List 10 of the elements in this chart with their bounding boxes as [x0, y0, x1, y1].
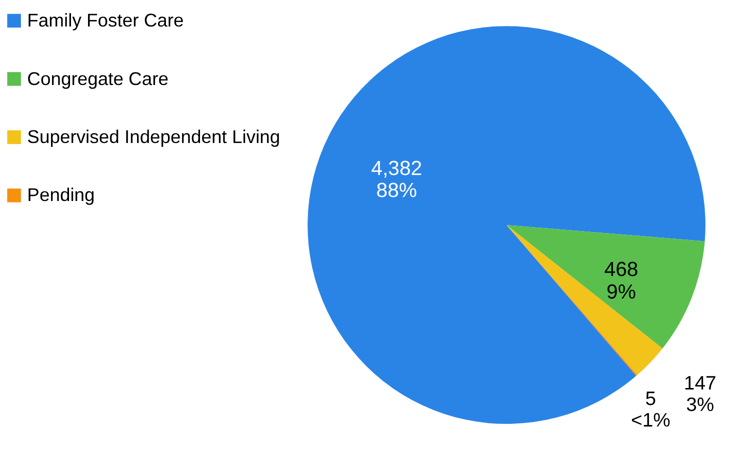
legend-label: Pending — [27, 184, 95, 206]
legend-label: Family Foster Care — [27, 10, 184, 31]
data-label: 5 <1% — [631, 388, 670, 432]
legend-label: Congregate Care — [27, 68, 168, 89]
pie-slice — [506, 225, 705, 348]
data-label: 4,382 88% — [371, 158, 422, 202]
pie-slice — [506, 225, 663, 375]
data-label: 147 3% — [684, 372, 716, 416]
data-label: 468 9% — [604, 259, 638, 304]
legend-label: Supervised Independent Living — [27, 126, 280, 148]
